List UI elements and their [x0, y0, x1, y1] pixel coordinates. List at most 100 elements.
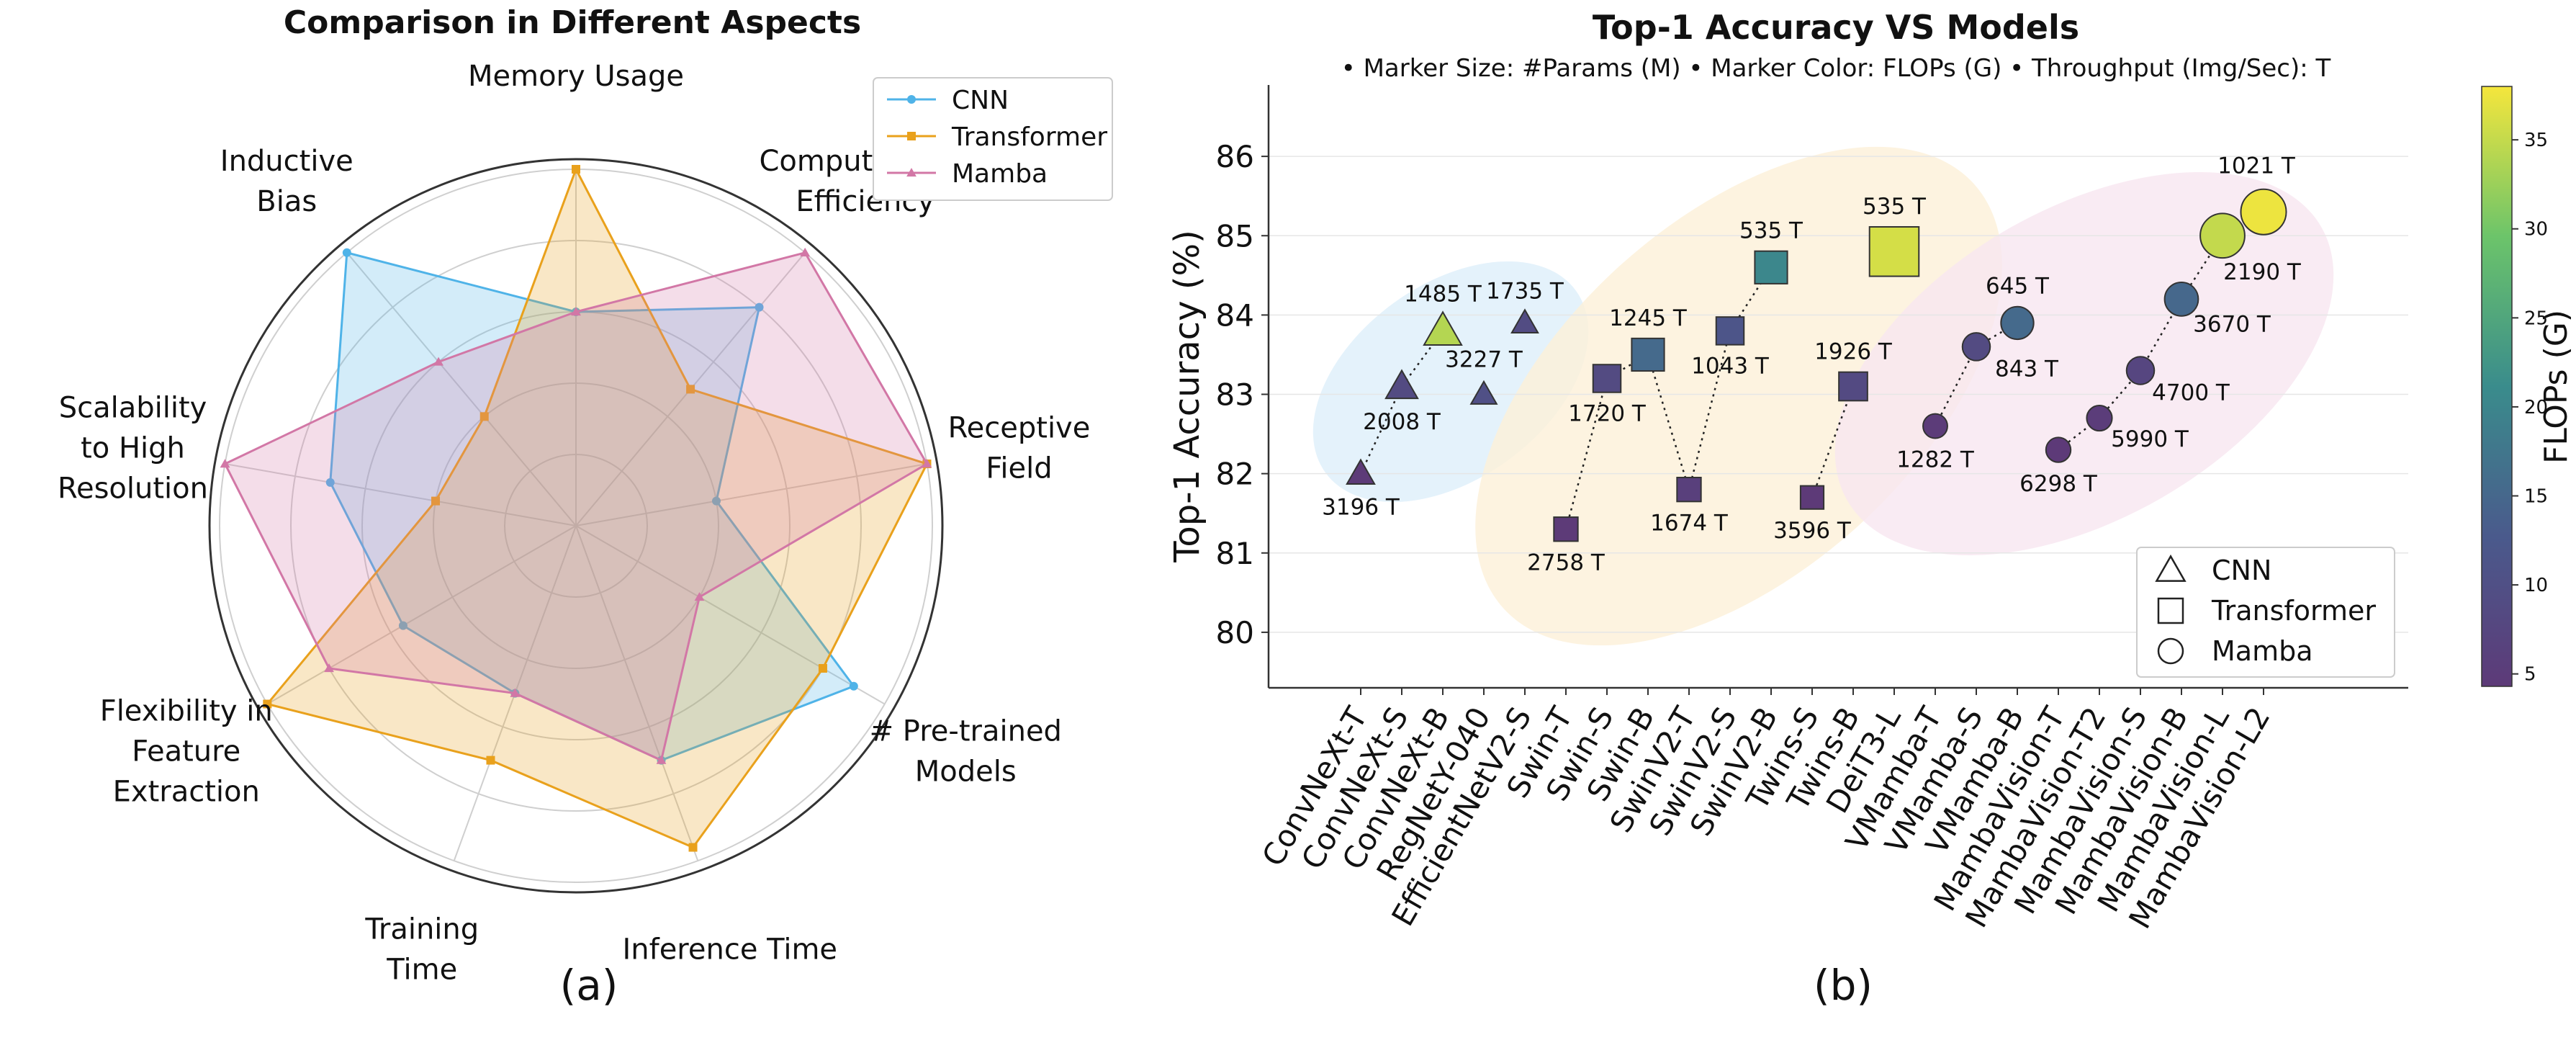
- x-tick-labels: ConvNeXt-TConvNeXt-SConvNeXt-BRegNetY-04…: [1255, 688, 2277, 935]
- throughput-label-swin-t: 2758 T: [1527, 550, 1606, 575]
- radar-point-mamba: [656, 755, 667, 764]
- y-tick-label: 83: [1216, 377, 1254, 413]
- throughput-label-mambavision-l: 2190 T: [2223, 259, 2302, 285]
- dotted-path-twins-s: [1811, 386, 1855, 498]
- throughput-label-convnext-b: 1485 T: [1404, 282, 1482, 308]
- radar-point-mamba: [220, 459, 230, 468]
- scatter-subtitle: • Marker Size: #Params (M) • Marker Colo…: [1341, 54, 2331, 83]
- throughput-label-regnety-040: 3227 T: [1445, 347, 1523, 373]
- radar-spoke: [225, 463, 577, 526]
- scatter-throughput-labels: 3196 T 2008 T 1485 T 3227 T 1735 T 2758 T 1720…: [1322, 153, 2302, 576]
- radar-axis-label-receptive-field: Receptive Field: [948, 411, 1091, 485]
- dotted-path-swin-t: [1564, 266, 1773, 530]
- point-swin-b: [1631, 337, 1665, 372]
- throughput-label-twins-s: 3596 T: [1773, 518, 1852, 544]
- radar-point-transformer: [479, 412, 489, 421]
- throughput-label-mambavision-t2: 5990 T: [2111, 426, 2189, 452]
- radar-point-mamba: [324, 663, 334, 673]
- radar-point-mamba: [433, 357, 443, 366]
- point-vmamba-b: [2000, 305, 2035, 341]
- scatter-legend-frame: [2136, 547, 2395, 678]
- point-vmamba-s: [1961, 332, 1991, 362]
- radar-point-transformer: [688, 843, 698, 852]
- radar-legend-label-mamba: Mamba: [952, 159, 1048, 189]
- scatter-chart: Top-1 Accuracy VS Models • Marker Size: …: [1167, 8, 2575, 1010]
- point-efficientnetv2-s: [1510, 308, 1539, 334]
- panel-label-a: (a): [560, 961, 618, 1010]
- radar-point-cnn: [849, 681, 858, 691]
- point-swinv2-t: [1676, 476, 1702, 503]
- colorbar-tick-label: 30: [2524, 219, 2548, 241]
- radar-axis-label-scalability-to-high-resolution: Scalability to High Resolution: [58, 391, 208, 505]
- point-mambavision-l: [2199, 212, 2246, 259]
- throughput-label-efficientnetv2-s: 1735 T: [1486, 279, 1564, 305]
- colorbar-tick-label: 5: [2524, 664, 2536, 686]
- radar-point-transformer: [431, 496, 441, 506]
- scatter-y-axis-label: Top-1 Accuracy (%): [1167, 230, 1207, 563]
- throughput-label-deit3-l: 535 T: [1863, 194, 1927, 220]
- point-swin-s: [1592, 364, 1622, 393]
- scatter-legend: CNN Transformer Mamba: [2136, 547, 2395, 678]
- radar-point-transformer: [818, 664, 827, 673]
- point-mambavision-t: [2045, 436, 2072, 463]
- throughput-label-mambavision-t: 6298 T: [2019, 471, 2098, 497]
- throughput-label-swin-s: 1720 T: [1568, 401, 1647, 427]
- radar-axis-label-memory-usage: Memory Usage: [468, 60, 684, 93]
- radar-spoke: [266, 525, 577, 705]
- radar-point-mamba: [800, 247, 811, 256]
- throughput-label-swin-b: 1245 T: [1609, 305, 1688, 331]
- radar-series-mamba: [223, 251, 929, 762]
- radar-legend-label-cnn: CNN: [952, 86, 1009, 115]
- radar-point-cnn: [342, 248, 351, 257]
- radar-point-transformer: [486, 756, 495, 765]
- throughput-label-vmamba-t: 1282 T: [1896, 447, 1975, 473]
- scatter-legend-label-mamba: Mamba: [2212, 635, 2313, 667]
- throughput-label-swinv2-b: 535 T: [1739, 218, 1803, 244]
- throughput-label-mambavision-b: 3670 T: [2193, 312, 2271, 338]
- point-mambavision-t2: [2086, 404, 2113, 432]
- radar-point-transformer: [263, 699, 272, 709]
- colorbar: 5 10 15 20 25 30 35 FLOPs (G): [2481, 86, 2575, 687]
- radar-legend-marker-cnn: [907, 95, 916, 104]
- scatter-legend-label-cnn: CNN: [2212, 555, 2271, 586]
- colorbar-tick-label: 25: [2524, 308, 2548, 329]
- radar-axis-label-inductive-bias: Inductive Bias: [220, 145, 353, 218]
- point-convnext-s: [1384, 369, 1419, 400]
- point-mambavision-l2: [2240, 188, 2287, 236]
- radar-spoke: [575, 463, 927, 526]
- y-tick-label: 84: [1216, 297, 1254, 333]
- colorbar-tick-label: 10: [2524, 575, 2548, 596]
- radar-axis-label-flexibility-in-feature-extraction: Flexibility in Feature Extraction: [100, 695, 273, 809]
- scatter-legend-marker-cnn: [2155, 554, 2187, 582]
- scatter-legend-marker-mamba: [2157, 637, 2184, 665]
- colorbar-tick-label: 15: [2524, 486, 2548, 508]
- y-tick-label: 81: [1216, 536, 1254, 571]
- point-deit3-l: [1868, 225, 1920, 277]
- scatter-title: Top-1 Accuracy VS Models: [1593, 8, 2079, 47]
- scatter-legend-marker-transformer: [2157, 597, 2184, 624]
- point-convnext-b: [1423, 310, 1463, 346]
- radar-legend-marker-mamba: [906, 168, 917, 177]
- point-swinv2-b: [1754, 250, 1788, 284]
- radar-spoke: [346, 252, 577, 526]
- throughput-label-convnext-t: 3196 T: [1322, 494, 1400, 520]
- radar-series: [220, 165, 932, 852]
- radar-point-mamba: [922, 459, 932, 468]
- radar-chart: Comparison in Different Aspects Memory U…: [58, 4, 1113, 1010]
- point-regnety-040: [1469, 380, 1498, 405]
- radar-point-mamba: [510, 688, 521, 697]
- scatter-legend-label-transformer: Transformer: [2211, 595, 2376, 627]
- radar-point-transformer: [572, 165, 580, 174]
- radar-axis-label-training-time: Training Time: [364, 913, 479, 986]
- radar-point-cnn: [325, 478, 335, 487]
- radar-spoke: [575, 525, 886, 705]
- panel-label-b: (b): [1814, 961, 1873, 1010]
- radar-axis-label-pre-trained-models: # Pre-trained Models: [870, 715, 1062, 789]
- colorbar-gradient: [2481, 86, 2513, 687]
- point-mambavision-s: [2125, 356, 2156, 385]
- throughput-label-mambavision-s: 4700 T: [2152, 380, 2230, 406]
- radar-legend-frame: [873, 77, 1113, 201]
- throughput-label-swinv2-t: 1674 T: [1650, 510, 1729, 536]
- colorbar-label: FLOPs (G): [2538, 310, 2575, 464]
